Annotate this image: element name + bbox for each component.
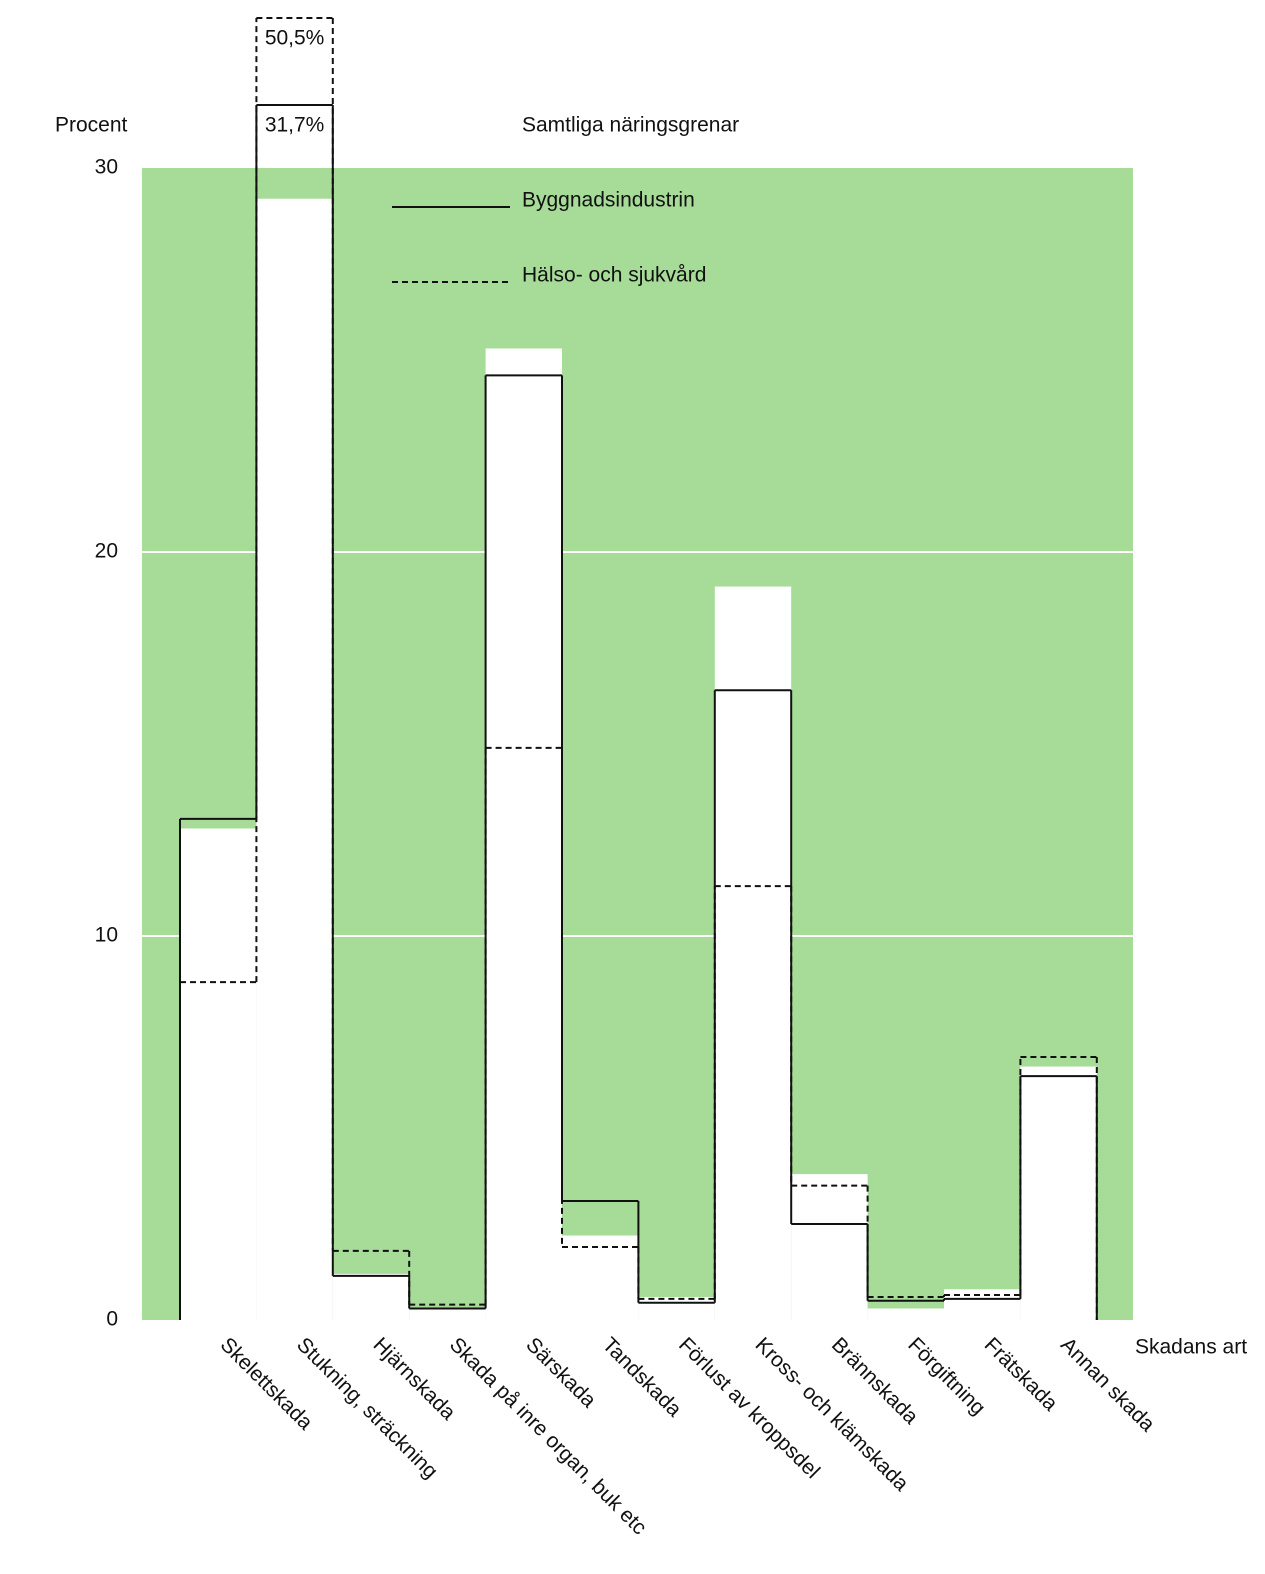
bar	[485, 348, 562, 1321]
y-tick-label: 0	[106, 1308, 118, 1331]
y-axis-title: Procent	[55, 114, 128, 137]
bar	[562, 1235, 639, 1320]
y-tick-label: 30	[95, 156, 118, 179]
bar	[409, 1308, 486, 1320]
bar	[638, 1296, 715, 1320]
bar	[714, 586, 792, 1320]
bar	[180, 828, 257, 1320]
value-label: 50,5%	[265, 27, 325, 50]
x-tick-label: Särskada	[521, 1333, 600, 1412]
x-tick-label: Förlust av kroppsdel	[674, 1333, 824, 1483]
x-tick-label: Tandskada	[598, 1333, 686, 1421]
bar	[791, 1174, 868, 1320]
x-axis-title: Skadans art	[1135, 1336, 1247, 1359]
x-tick-label: Kross- och klämskada	[751, 1333, 914, 1496]
x-tick-label: Frätskada	[980, 1333, 1063, 1416]
legend-label: Samtliga näringsgrenar	[522, 114, 739, 137]
legend-label: Hälso- och sjukvård	[522, 264, 706, 287]
x-tick-label: Stukning, sträckning	[292, 1333, 442, 1483]
y-tick-label: 10	[95, 924, 118, 947]
bar	[256, 198, 333, 1321]
value-label: 31,7%	[265, 114, 325, 137]
bar	[1020, 1066, 1097, 1320]
bar	[332, 1273, 410, 1320]
bar	[944, 1289, 1021, 1320]
y-tick-label: 20	[95, 540, 118, 563]
legend-label: Byggnadsindustrin	[522, 189, 695, 212]
bar	[867, 1308, 944, 1320]
